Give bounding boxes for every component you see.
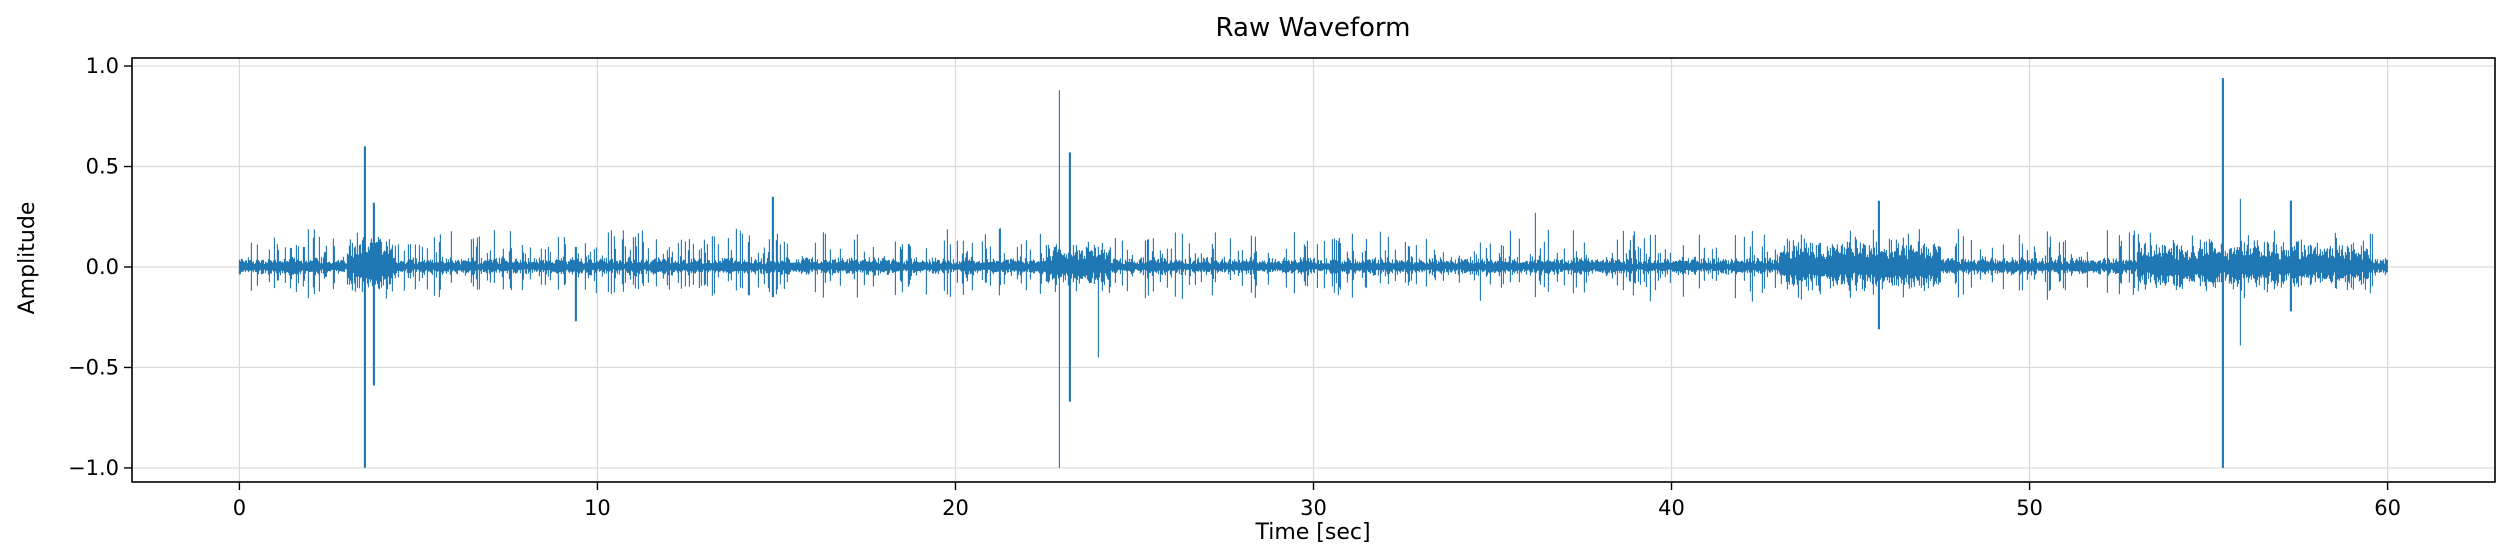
- y-tick-label: 0.0: [86, 255, 119, 279]
- y-axis-label: Amplitude: [15, 202, 40, 315]
- x-axis: 0 10 20 30 40 50 60: [233, 482, 2401, 520]
- y-tick-label: −0.5: [68, 355, 119, 379]
- x-tick-label: 30: [1300, 496, 1327, 520]
- y-tick-label: 0.5: [86, 155, 119, 179]
- x-tick-label: 50: [2016, 496, 2043, 520]
- x-tick-label: 10: [584, 496, 611, 520]
- x-tick-label: 0: [233, 496, 246, 520]
- y-tick-label: −1.0: [68, 456, 119, 480]
- x-tick-label: 60: [2374, 496, 2401, 520]
- y-axis: −1.0 −0.5 0.0 0.5 1.0: [68, 54, 132, 480]
- y-tick-label: 1.0: [86, 54, 119, 78]
- x-axis-label: Time [sec]: [1254, 520, 1370, 545]
- series-line: [238, 78, 2388, 468]
- x-tick-label: 40: [1658, 496, 1685, 520]
- x-tick-label: 20: [942, 496, 969, 520]
- chart-title: Raw Waveform: [1216, 13, 1411, 43]
